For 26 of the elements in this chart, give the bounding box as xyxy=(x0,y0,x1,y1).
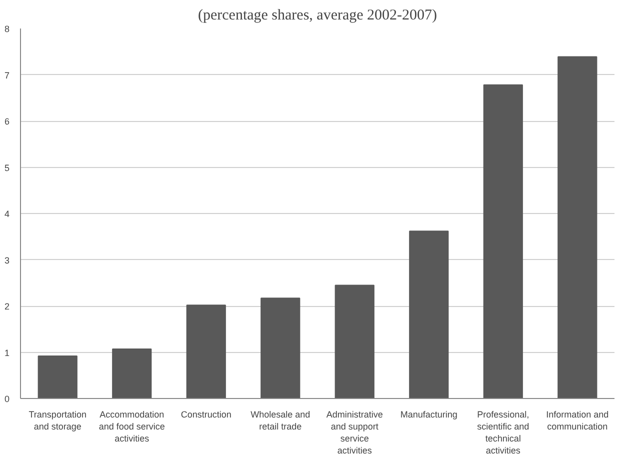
x-tick-label: Wholesale and retail trade xyxy=(250,410,310,432)
bar xyxy=(334,284,374,398)
bar xyxy=(558,56,598,398)
x-tick-label: Professional, scientific and technical activities xyxy=(477,410,530,456)
chart-title: (percentage shares, average 2002-2007) xyxy=(198,8,438,24)
x-tick-label: Transportation and storage xyxy=(28,410,86,432)
y-tick-label: 7 xyxy=(4,70,10,80)
y-tick-label: 4 xyxy=(4,209,10,219)
bar xyxy=(409,230,449,398)
x-tick-label: Construction xyxy=(180,410,232,420)
y-tick-label: 8 xyxy=(4,24,10,34)
x-tick-label: Information and communication xyxy=(546,410,609,432)
bar xyxy=(260,298,300,398)
bar xyxy=(483,84,523,398)
y-tick-label: 1 xyxy=(4,348,10,358)
y-tick-label: 0 xyxy=(4,394,10,404)
y-tick-label: 3 xyxy=(4,255,10,266)
bar xyxy=(38,355,78,398)
x-tick-label: Administrative and support service activities xyxy=(326,410,383,456)
y-tick-label: 2 xyxy=(4,302,10,312)
bar xyxy=(112,348,152,398)
bar xyxy=(186,304,226,398)
x-tick-label: Accommodation and food service activities xyxy=(98,410,165,444)
x-tick-label: Manufacturing xyxy=(400,410,458,420)
y-tick-label: 6 xyxy=(4,116,10,126)
y-tick-label: 5 xyxy=(4,162,10,173)
